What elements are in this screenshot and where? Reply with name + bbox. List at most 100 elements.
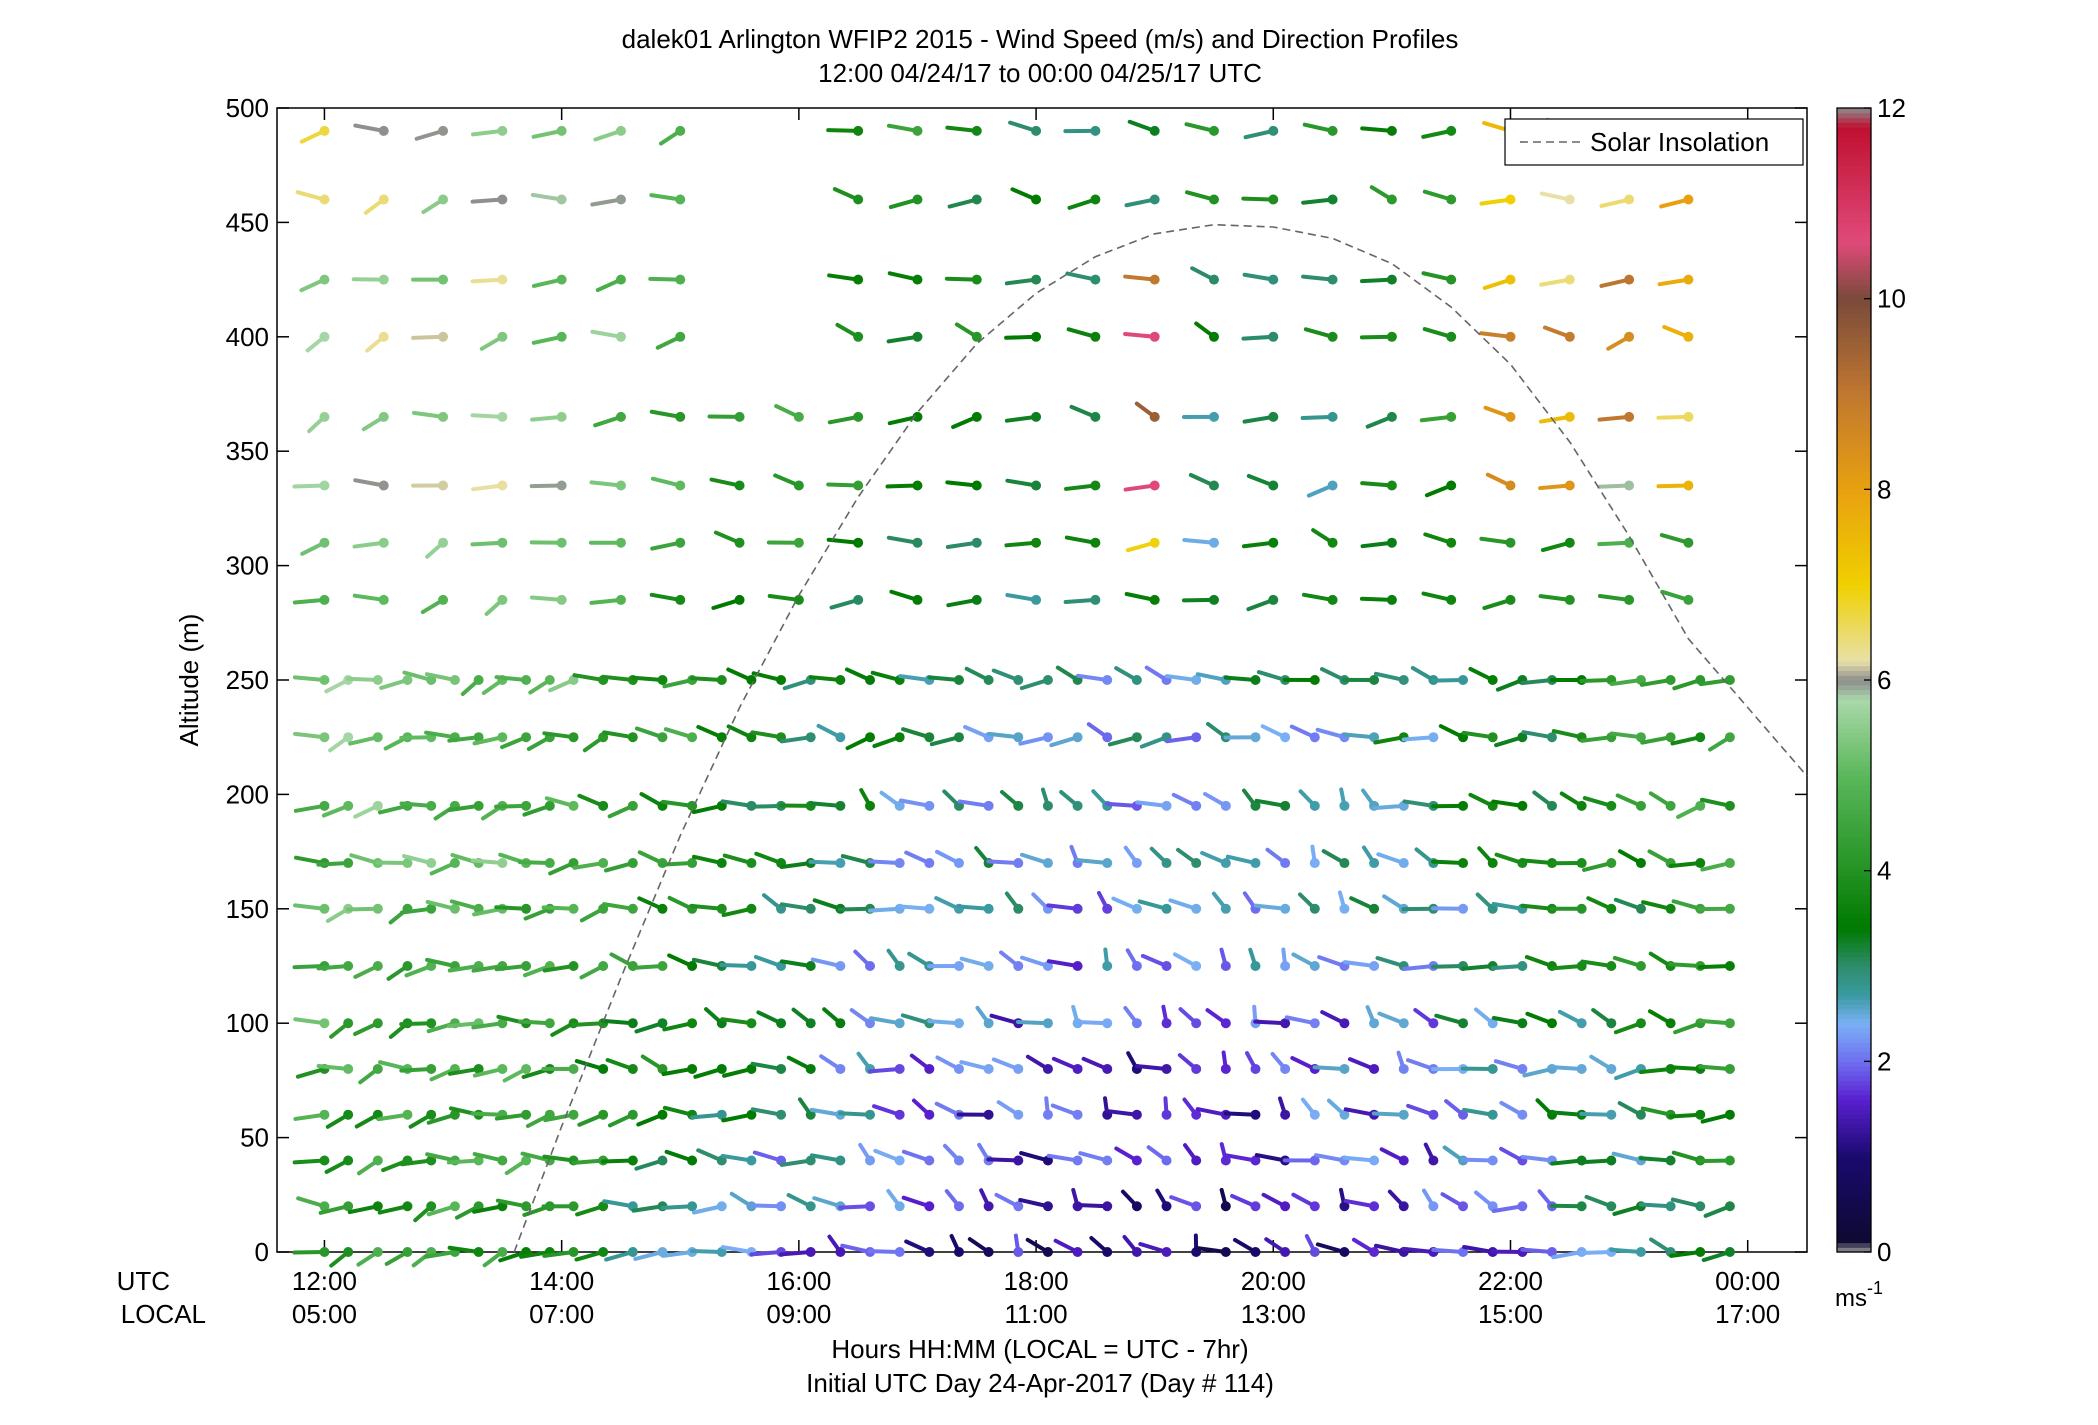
wind-barb-dot [1309,1201,1320,1212]
colorbar-segment [1837,1247,1871,1253]
wind-barb-dot [1268,331,1279,342]
colorbar-segment [1837,475,1871,481]
colorbar-segment [1837,374,1871,381]
colorbar-segment [1837,174,1871,181]
colorbar-segment [1837,884,1871,891]
legend-entry: Solar Insolation [1590,127,1769,157]
wind-barb-dot [716,903,727,914]
wind-barb-dot [1327,194,1338,205]
wind-barb-dot [1072,732,1083,743]
wind-barb-dot [402,675,413,685]
wind-barb-dot [1369,1018,1380,1029]
colorbar-segment [1837,184,1871,190]
colorbar-segment [1837,1161,1871,1167]
wind-barb-dot [835,961,846,971]
wind-barb-dot [1695,800,1706,811]
wind-barb-dot [497,1155,508,1166]
colorbar-segment [1837,846,1871,853]
wind-barb-dot [1072,1063,1083,1074]
colorbar-segment [1837,1123,1871,1129]
wind-barb-dot [805,1018,816,1029]
wind-barb-dot [426,1063,437,1074]
wind-barb-dot [1624,331,1635,342]
wind-barb-dot [805,1109,816,1120]
wind-barb-dot [544,800,555,811]
wind-barb-dot [1635,1247,1646,1257]
colorbar-segment [1837,150,1871,157]
colorbar-segment [1837,193,1871,200]
wind-barb-dot [1309,800,1320,811]
wind-barb-dot [449,903,460,914]
wind-barb-dot [734,480,745,491]
colorbar-segment [1837,470,1871,476]
x-local-tick-label: 09:00 [766,1299,831,1329]
y-tick-label: 50 [240,1123,269,1153]
wind-barb-dot [568,732,579,743]
colorbar-segment [1837,274,1871,281]
wind-barb-dot [1339,1109,1350,1120]
wind-barb-dot [1309,1109,1320,1120]
wind-barb-dot [521,675,532,685]
wind-barb-dot [1280,800,1291,811]
wind-barb-dot [1695,1201,1706,1212]
colorbar-segment [1837,1042,1871,1048]
colorbar-segment [1837,761,1871,767]
wind-barb-dot [598,1201,609,1212]
wind-barb-dot [1724,1018,1735,1029]
wind-barb-dot [1635,1018,1646,1029]
wind-barb-dot [1327,411,1338,422]
wind-barb-dot [1386,125,1397,136]
wind-barb-dot [1131,732,1142,743]
colorbar-segment [1837,966,1871,972]
wind-barb-dot [894,732,905,743]
wind-barb-dot [1695,732,1706,743]
wind-barb-dot [983,1201,994,1212]
wind-barb-dot [1505,480,1516,491]
colorbar-segment [1837,699,1871,705]
colorbar-segment [1837,241,1871,247]
wind-barb-dot [1013,675,1024,685]
wind-barb-dot [983,961,994,971]
colorbar-segment [1837,422,1871,428]
wind-barb-dot [556,537,567,548]
wind-barb-dot [1428,1018,1439,1029]
wind-barb-dot [1161,858,1172,869]
colorbar-segment [1837,441,1871,448]
wind-barb-dot [615,480,626,491]
wind-barb-dot [1102,961,1113,971]
colorbar-segment [1837,489,1871,495]
wind-barb-dot [1280,961,1291,971]
wind-barb-dot [1250,1063,1261,1074]
colorbar-segment [1837,212,1871,219]
wind-barb-dot [497,1063,508,1074]
wind-barb-dot [1208,537,1219,548]
wind-barb-dot [971,125,982,136]
colorbar-tick-label: 12 [1877,93,1906,123]
wind-barb-dot [1576,1201,1587,1212]
colorbar-segment [1837,379,1871,386]
wind-barb-dot [716,1201,727,1212]
colorbar-segment [1837,432,1871,438]
wind-barb-dot [1339,1201,1350,1212]
colorbar-segment [1837,217,1871,223]
wind-barb-dot [1031,125,1042,136]
colorbar-segment [1837,365,1871,371]
wind-barb-dot [1487,732,1498,743]
colorbar-segment [1837,317,1871,324]
wind-barb-dot [776,1201,787,1212]
wind-barb-dot [657,961,668,971]
wind-barb-dot [734,594,745,605]
wind-barb-dot [1280,903,1291,914]
wind-barb-dot [1635,732,1646,743]
wind-barb-dot [853,480,864,491]
colorbar-segment [1837,842,1871,848]
wind-barb-dot [687,1063,698,1074]
wind-barb-dot [953,1063,964,1074]
colorbar-segment [1837,689,1871,695]
wind-barb-dot [1013,732,1024,743]
colorbar-segment [1837,560,1871,567]
wind-barb-dot [568,903,579,914]
wind-barb-dot [1090,274,1101,285]
wind-barb-dot [438,194,449,205]
wind-barb-dot [1268,125,1279,136]
